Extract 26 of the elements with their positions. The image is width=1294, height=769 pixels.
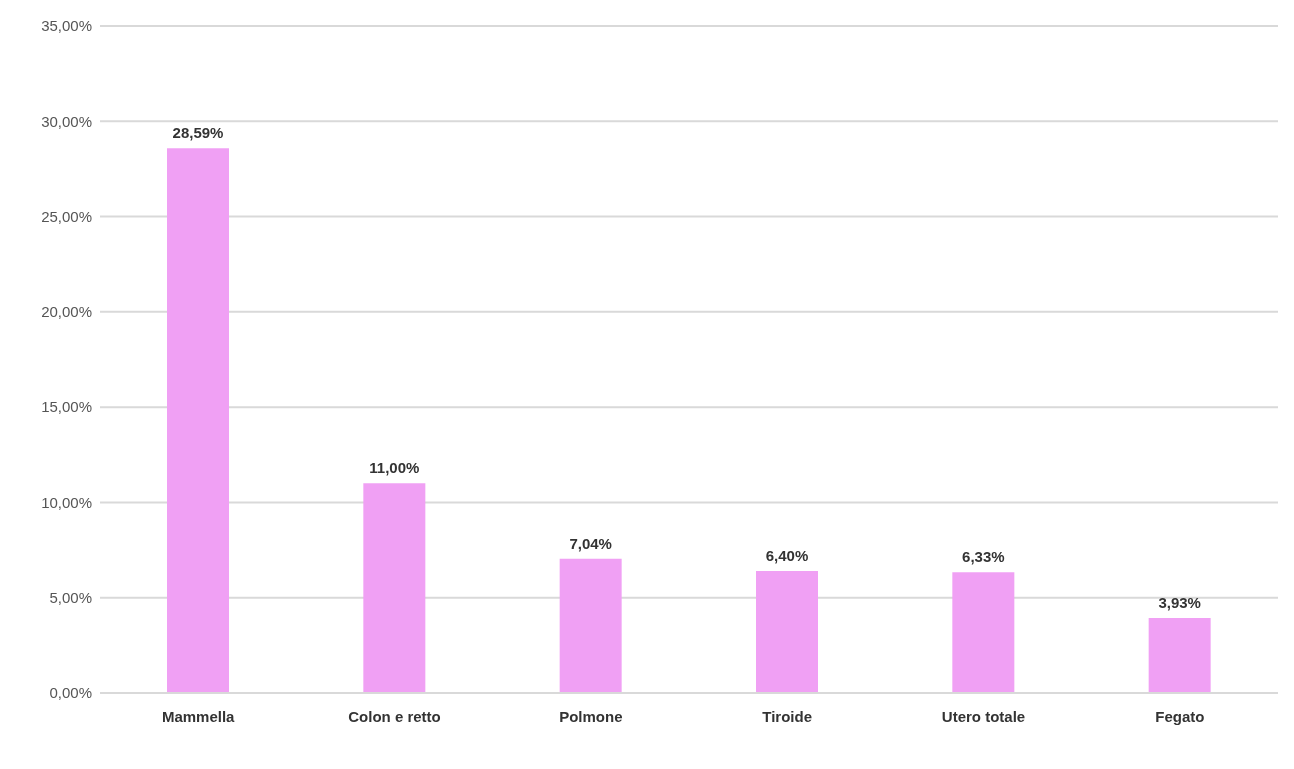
x-tick-label: Fegato	[1155, 707, 1205, 725]
x-tick-label: Tiroide	[762, 707, 813, 725]
x-tick-label: Polmone	[559, 707, 623, 725]
x-tick-label: Utero totale	[941, 707, 1026, 725]
bar	[363, 483, 426, 693]
y-tick-label: 15,00%	[41, 398, 92, 416]
data-label: 7,04%	[569, 534, 612, 552]
bar	[559, 558, 622, 693]
data-label: 28,59%	[172, 124, 224, 142]
y-tick-label: 5,00%	[49, 589, 92, 607]
y-tick-label: 20,00%	[41, 303, 92, 321]
y-tick-label: 35,00%	[41, 17, 92, 35]
bar	[756, 571, 818, 693]
y-tick-label: 0,00%	[49, 684, 92, 702]
data-label: 6,33%	[962, 548, 1005, 566]
bar	[167, 148, 229, 693]
bar	[952, 572, 1015, 693]
x-tick-label: Mammella	[161, 707, 236, 725]
bar	[1148, 618, 1211, 693]
y-tick-label: 10,00%	[41, 493, 92, 511]
y-tick-label: 25,00%	[41, 207, 92, 225]
y-tick-label: 30,00%	[41, 112, 92, 130]
data-label: 6,40%	[765, 547, 809, 565]
data-label: 11,00%	[369, 459, 420, 477]
data-label: 3,93%	[1158, 594, 1201, 612]
x-tick-label: Colon e retto	[348, 707, 441, 725]
